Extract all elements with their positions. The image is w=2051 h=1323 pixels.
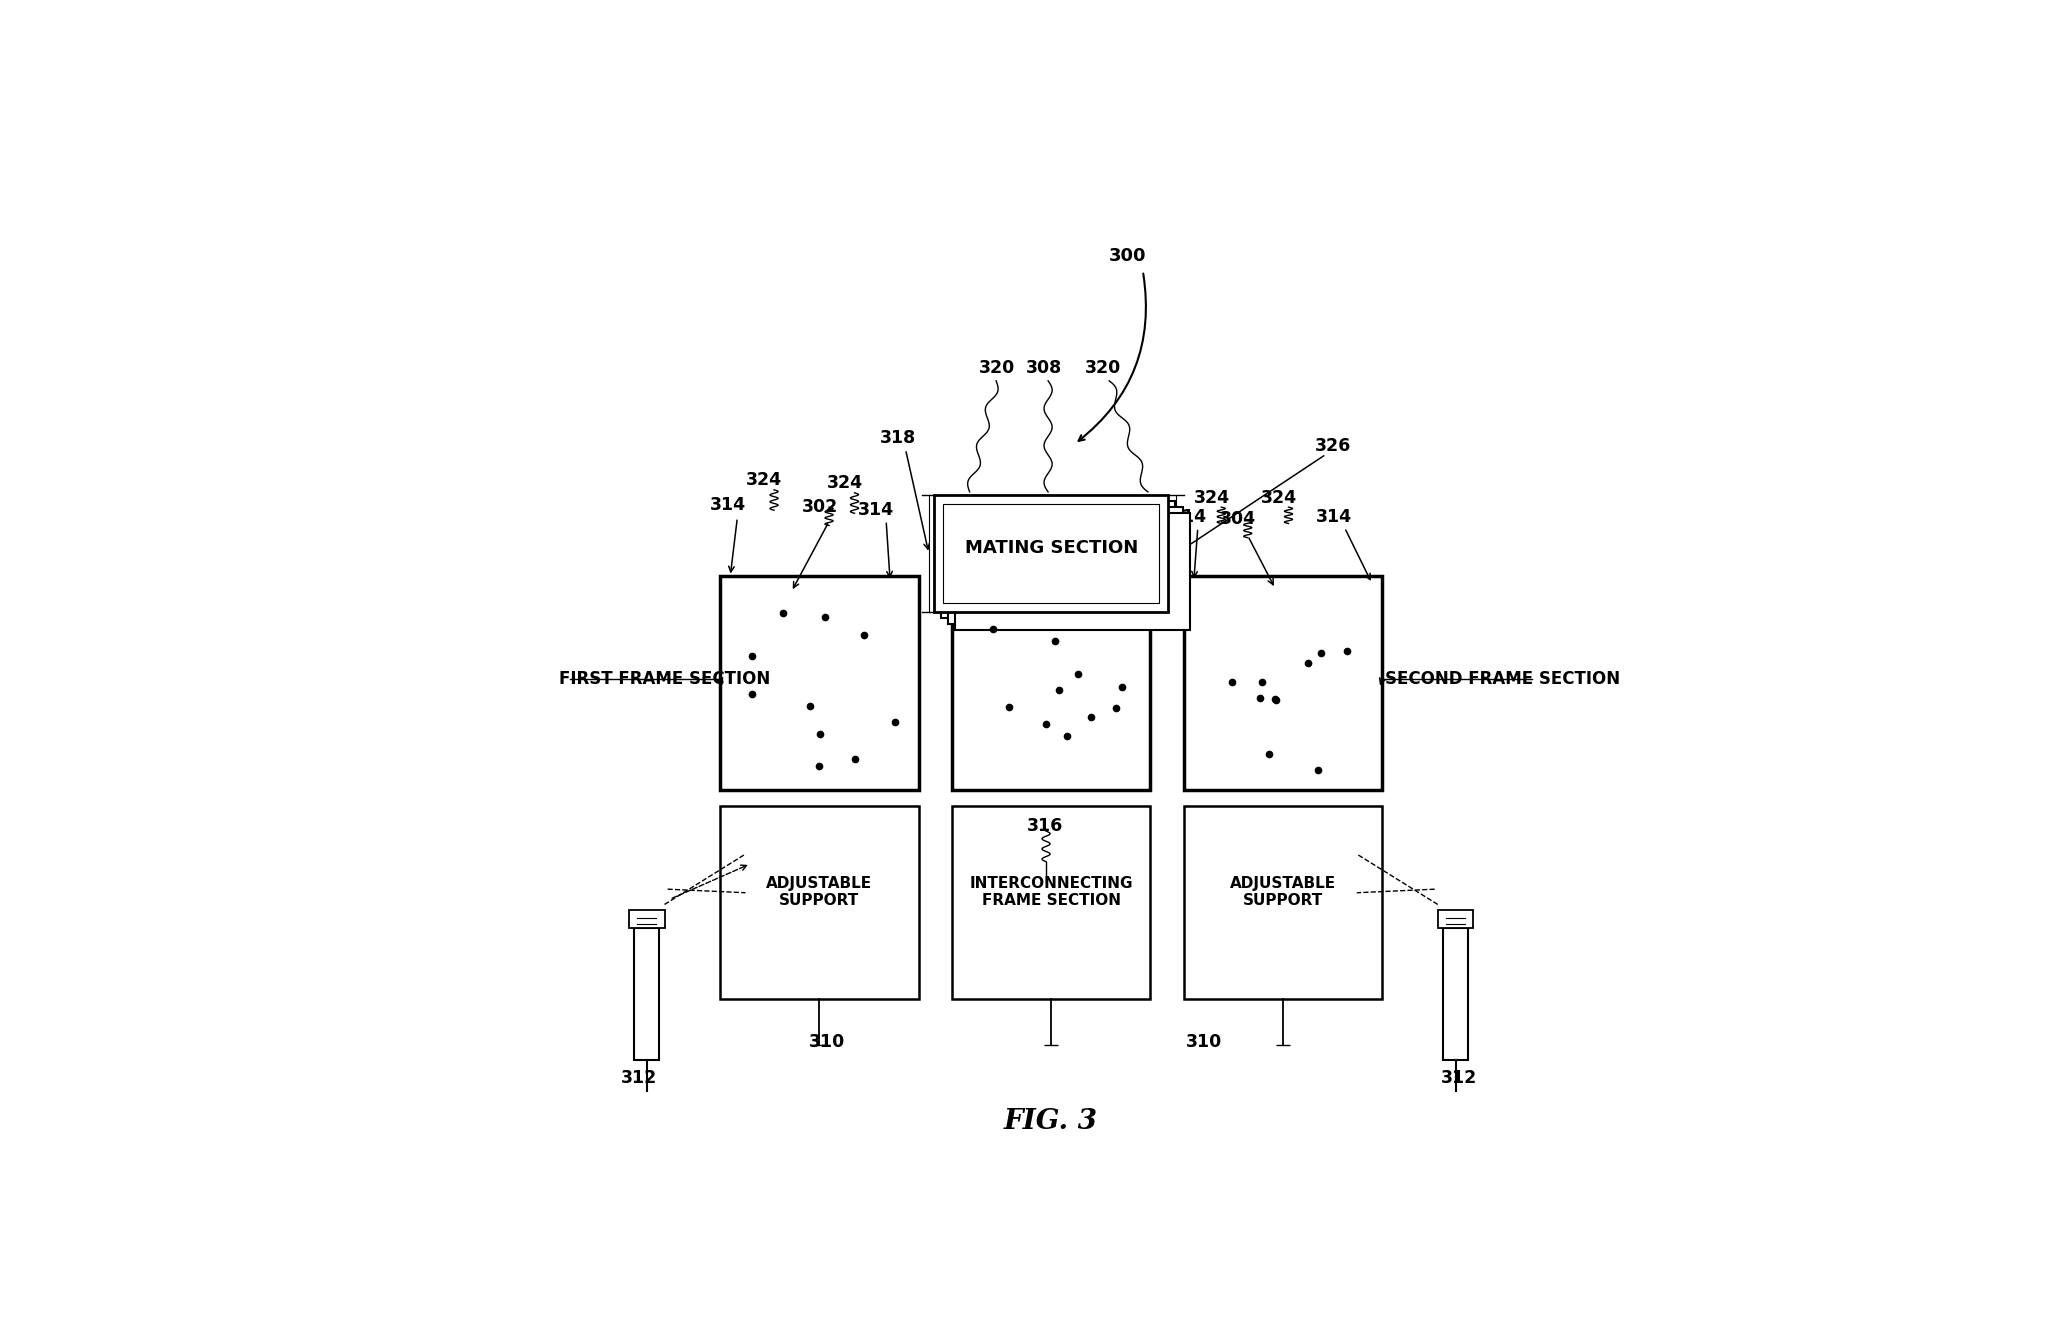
Text: 324: 324 <box>747 471 781 488</box>
Text: ADJUSTABLE
SUPPORT: ADJUSTABLE SUPPORT <box>767 876 872 909</box>
Bar <box>952 577 1151 790</box>
Bar <box>952 806 1151 999</box>
Text: 316: 316 <box>1089 557 1126 576</box>
Text: 300: 300 <box>1110 246 1147 265</box>
Bar <box>943 504 1159 603</box>
Text: 312: 312 <box>1440 1069 1477 1086</box>
Text: 310: 310 <box>1185 1033 1222 1050</box>
Text: 318: 318 <box>880 429 917 447</box>
Bar <box>720 806 919 999</box>
Bar <box>630 909 665 927</box>
Text: 306: 306 <box>982 557 1019 576</box>
Bar <box>933 495 1169 613</box>
Bar <box>634 927 660 1060</box>
Text: ADJUSTABLE
SUPPORT: ADJUSTABLE SUPPORT <box>1231 876 1335 909</box>
Text: MATING SECTION: MATING SECTION <box>964 540 1138 557</box>
Text: 324: 324 <box>1261 490 1298 507</box>
Bar <box>720 577 919 790</box>
Text: 324: 324 <box>1194 490 1231 507</box>
Text: 316: 316 <box>1028 818 1062 835</box>
Bar <box>941 501 1175 618</box>
Bar <box>948 507 1183 624</box>
Bar <box>1183 806 1382 999</box>
Text: 320: 320 <box>1085 359 1122 377</box>
Text: 326: 326 <box>1315 437 1352 455</box>
Text: 324: 324 <box>827 474 863 492</box>
Text: 322: 322 <box>935 557 972 576</box>
Bar <box>1442 927 1469 1060</box>
Text: 320: 320 <box>978 359 1015 377</box>
Text: SECOND FRAME SECTION: SECOND FRAME SECTION <box>1384 671 1620 688</box>
Text: 308: 308 <box>1026 359 1062 377</box>
Text: 304: 304 <box>1220 511 1255 528</box>
Text: 302: 302 <box>802 499 839 516</box>
Text: 314: 314 <box>1171 508 1206 527</box>
Text: INTERCONNECTING
FRAME SECTION: INTERCONNECTING FRAME SECTION <box>970 876 1132 909</box>
Text: 314: 314 <box>710 496 747 515</box>
Text: 312: 312 <box>621 1069 656 1086</box>
Text: 322: 322 <box>1038 557 1075 576</box>
Bar <box>1438 909 1473 927</box>
Text: 314: 314 <box>857 501 894 519</box>
Text: FIRST FRAME SECTION: FIRST FRAME SECTION <box>560 671 771 688</box>
Text: 310: 310 <box>808 1033 845 1050</box>
Text: FIG. 3: FIG. 3 <box>1005 1107 1097 1135</box>
Text: 314: 314 <box>1317 508 1352 527</box>
Bar <box>956 513 1190 631</box>
Bar <box>1183 577 1382 790</box>
